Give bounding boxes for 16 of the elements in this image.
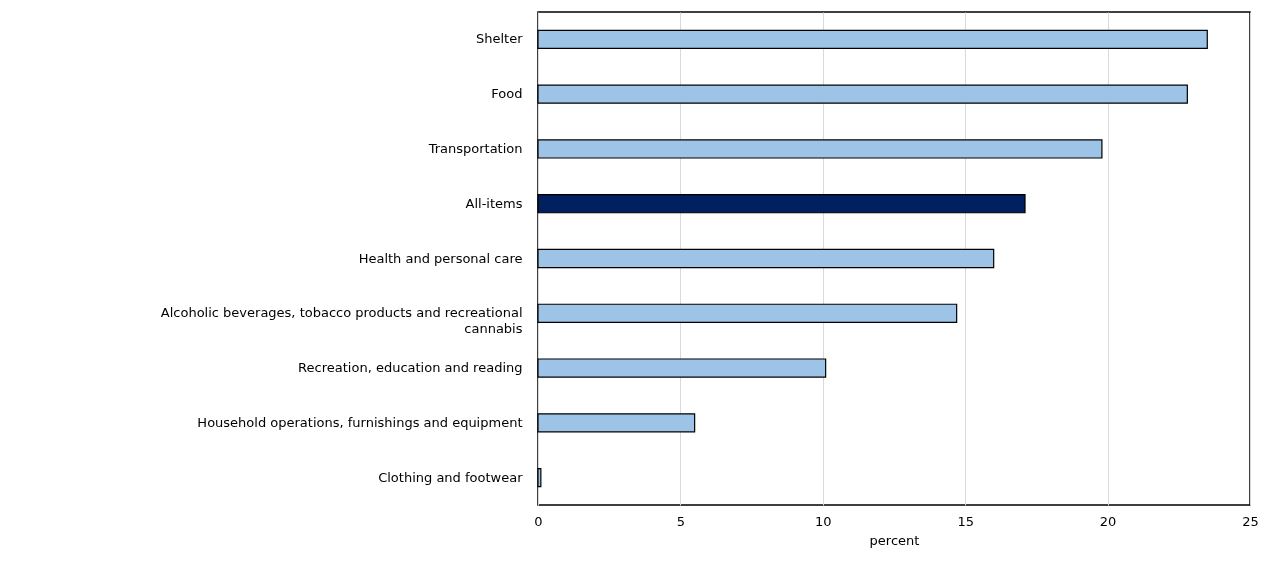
x-tick-label: 10 xyxy=(815,513,832,529)
x-axis-title: percent xyxy=(869,532,920,548)
y-tick-label: Food xyxy=(491,86,523,102)
y-tick-label: All-items xyxy=(465,195,523,211)
y-tick-label: Clothing and footwear xyxy=(378,469,524,485)
y-tick-label: Health and personal care xyxy=(358,250,523,266)
x-tick-label: 20 xyxy=(1099,513,1117,529)
x-tick-label: 0 xyxy=(534,513,543,529)
x-tick-label: 5 xyxy=(676,513,686,529)
y-tick-label: Alcoholic beverages, tobacco products and recreational cannabis xyxy=(160,305,523,337)
y-tick-label: Household operations, furnishings and equipment xyxy=(197,414,523,430)
y-tick-label: Shelter xyxy=(475,31,524,47)
y-tick-label: Recreation, education and reading xyxy=(298,360,523,376)
x-tick-label: 25 xyxy=(1242,513,1259,529)
x-tick-label: 15 xyxy=(957,513,974,529)
y-tick-label: Transportation xyxy=(427,140,523,156)
